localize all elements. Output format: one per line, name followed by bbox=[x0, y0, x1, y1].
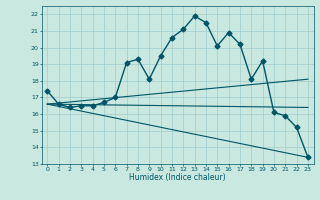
X-axis label: Humidex (Indice chaleur): Humidex (Indice chaleur) bbox=[129, 173, 226, 182]
